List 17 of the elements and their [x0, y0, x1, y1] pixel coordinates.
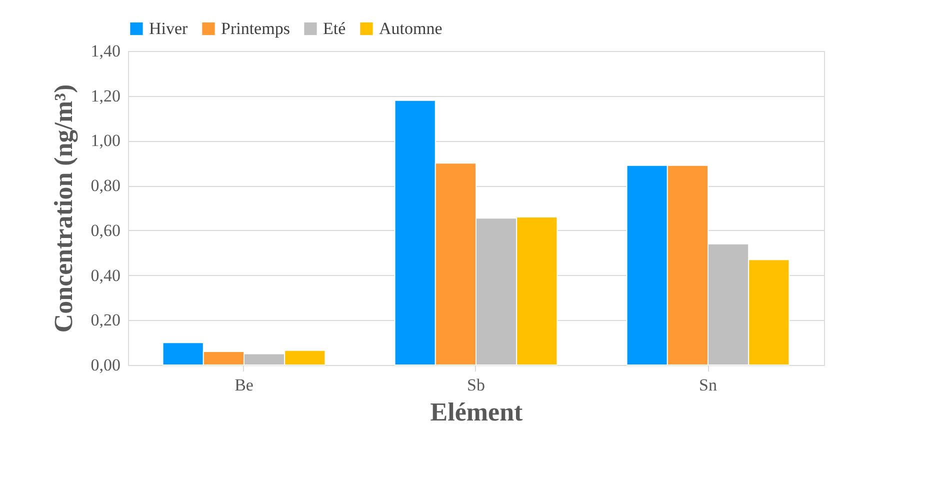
legend-label: Automne — [379, 18, 442, 38]
x-tick-label: Be — [234, 376, 254, 394]
y-tick-label: 0,00 — [90, 356, 120, 374]
y-tick-label: 0,80 — [90, 176, 120, 196]
y-axis-title: Concentration (ng/m³) — [48, 84, 78, 333]
y-tick-label: 0,60 — [90, 220, 120, 240]
legend-label: Hiver — [149, 18, 188, 38]
y-tick-label: 1,40 — [90, 42, 120, 60]
y-tick-label: 0,40 — [90, 266, 120, 285]
y-tick-label: 0,20 — [90, 310, 120, 330]
x-tick-label: Sn — [699, 376, 718, 394]
x-tick-label: Sb — [467, 376, 485, 394]
y-tick-label: 1,20 — [90, 86, 120, 106]
legend-label: Eté — [323, 18, 346, 38]
legend-label: Printemps — [221, 18, 290, 38]
x-axis-title: Elément — [430, 398, 524, 426]
y-tick-label: 1,00 — [90, 131, 120, 150]
